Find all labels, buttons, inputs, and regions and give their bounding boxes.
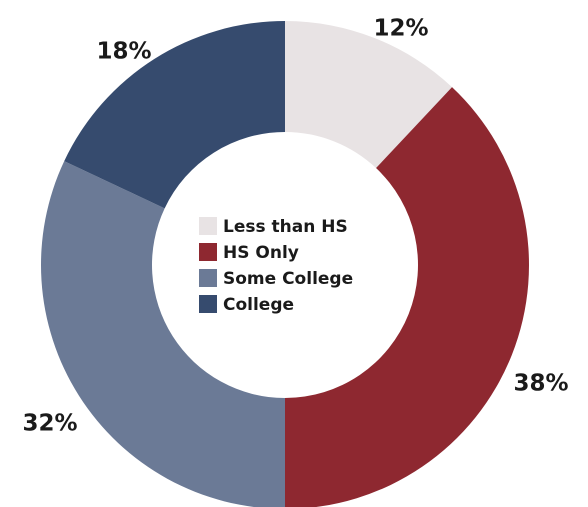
slice-hs-only bbox=[285, 87, 529, 507]
legend-swatch bbox=[199, 295, 217, 313]
slice-some-college bbox=[41, 161, 285, 507]
legend-label: HS Only bbox=[223, 243, 299, 263]
slice-value-labels: 12% 38% 32% 18% bbox=[22, 16, 568, 437]
slice-value-label: 18% bbox=[96, 39, 151, 65]
legend-swatch bbox=[199, 269, 217, 287]
legend-swatch bbox=[199, 243, 217, 261]
legend-swatch bbox=[199, 217, 217, 235]
slice-value-label: 12% bbox=[373, 16, 428, 42]
slice-value-label: 38% bbox=[513, 371, 568, 397]
donut-slices bbox=[41, 21, 529, 507]
slice-college bbox=[64, 21, 285, 209]
chart-legend: Less than HS HS Only Some College College bbox=[199, 217, 353, 315]
slice-less-than-hs bbox=[285, 21, 453, 169]
legend-label: College bbox=[223, 295, 294, 315]
legend-label: Less than HS bbox=[223, 217, 348, 237]
slice-value-label: 32% bbox=[22, 411, 77, 437]
legend-label: Some College bbox=[223, 269, 353, 289]
